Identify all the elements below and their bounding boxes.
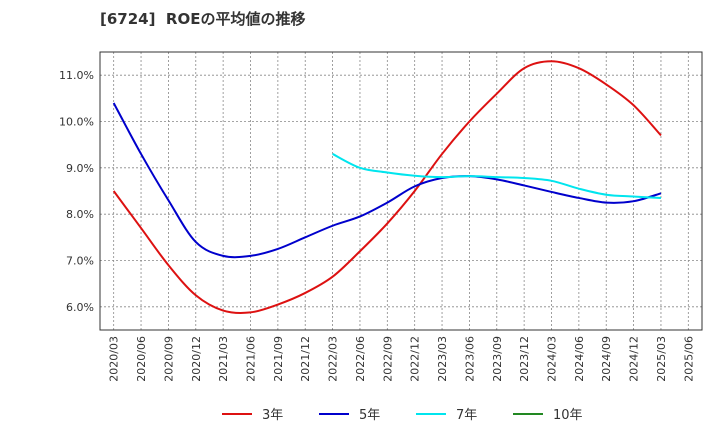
chart-title: [6724] ROEの平均値の推移 [100, 10, 306, 28]
x-tick-label: 2024/09 [600, 336, 613, 382]
series-lines [112, 60, 662, 315]
y-axis-ticks: 6.0% 7.0% 8.0% 9.0% 10.0% 11.0% [59, 69, 94, 314]
y-tick-label: 10.0% [59, 116, 94, 129]
y-tick-label: 11.0% [59, 69, 94, 82]
x-tick-label: 2022/06 [354, 336, 367, 382]
x-tick-label: 2024/03 [546, 336, 559, 382]
legend-label: 10年 [553, 408, 583, 423]
x-tick-label: 2024/12 [628, 336, 641, 382]
x-tick-label: 2022/12 [409, 336, 422, 382]
x-tick-label: 2020/09 [162, 336, 175, 382]
x-tick-label: 2025/06 [682, 336, 695, 382]
x-tick-label: 2020/06 [135, 336, 148, 382]
x-tick-label: 2021/06 [245, 336, 258, 382]
x-tick-label: 2021/09 [272, 336, 285, 382]
grid-layer [100, 52, 702, 330]
x-tick-label: 2022/03 [327, 336, 340, 382]
x-tick-label: 2023/06 [463, 336, 476, 382]
legend-label: 7年 [456, 408, 477, 423]
x-tick-label: 2024/06 [573, 336, 586, 382]
x-tick-label: 2023/09 [491, 336, 504, 382]
legend: 3年 5年 7年 10年 [222, 408, 583, 423]
x-tick-label: 2021/03 [217, 336, 230, 382]
x-tick-label: 2021/12 [299, 336, 312, 382]
x-axis-ticks: 2020/03 2020/06 2020/09 2020/12 2021/03 2021/… [108, 336, 696, 382]
x-tick-label: 2023/12 [518, 336, 531, 382]
y-tick-label: 9.0% [66, 162, 94, 175]
y-tick-label: 8.0% [66, 208, 94, 221]
series-line-2 [332, 153, 662, 199]
x-tick-label: 2023/03 [436, 336, 449, 382]
x-tick-label: 2022/09 [381, 336, 394, 382]
legend-label: 3年 [262, 408, 283, 423]
x-tick-label: 2025/03 [655, 336, 668, 382]
plot-frame [99, 51, 703, 331]
series-line-1 [112, 102, 662, 259]
y-tick-label: 6.0% [66, 301, 94, 314]
legend-label: 5年 [359, 408, 380, 423]
x-tick-label: 2020/12 [190, 336, 203, 382]
x-tick-label: 2020/03 [108, 336, 121, 382]
y-tick-label: 7.0% [66, 255, 94, 268]
series-line-0 [112, 60, 662, 315]
